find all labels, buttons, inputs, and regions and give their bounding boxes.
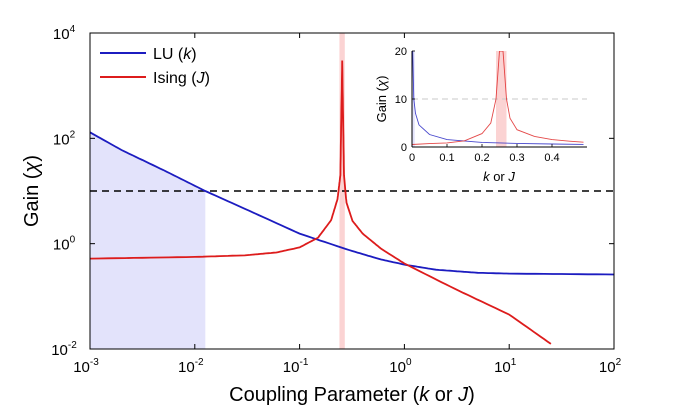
inset-x-tick-label: 0.4	[544, 152, 559, 164]
main-plot-frame	[89, 32, 615, 350]
x-tick-label: 100	[389, 357, 412, 376]
lu-shaded-region	[90, 132, 206, 349]
inset-x-tick-label: 0.3	[509, 152, 524, 164]
x-tick-label: 102	[599, 357, 622, 376]
inset-x-tick-label: 0.1	[439, 152, 454, 164]
main-x-axis-title: Coupling Parameter (k or J)	[229, 384, 475, 406]
legend-label-ising: Ising (J)	[153, 70, 210, 87]
y-tick-label: 100	[53, 235, 76, 254]
inset-x-tick-label: 0	[409, 152, 415, 164]
series-line-ising-j	[90, 60, 552, 345]
legend: LU (k) Ising (J)	[100, 46, 210, 87]
inset-ising-critical-band	[496, 51, 507, 147]
inset-y-axis-title: Gain (χ)	[374, 76, 389, 123]
inset-y-tick-label: 0	[401, 142, 407, 154]
inset-series-line-lu	[412, 51, 584, 145]
inset-y-tick-label: 20	[395, 46, 407, 58]
x-tick-label: 10-3	[73, 357, 99, 376]
y-tick-label: 10-2	[51, 340, 77, 359]
x-tick-label: 10-1	[283, 357, 309, 376]
legend-label-lu: LU (k)	[153, 46, 197, 63]
inset-series-line-ising	[412, 51, 584, 145]
inset-plot: 0 0.1 0.2 0.3 0.4 0 10 20 k or J Gain (χ)	[374, 46, 587, 184]
y-tick-label: 102	[53, 129, 76, 148]
main-y-axis-title: Gain (χ)	[21, 155, 43, 227]
x-tick-label: 101	[494, 357, 517, 376]
series-line-lu-k	[90, 131, 614, 276]
inset-x-tick-label: 0.2	[474, 152, 489, 164]
inset-y-tick-label: 10	[395, 94, 407, 106]
x-tick-label: 10-2	[178, 357, 204, 376]
inset-x-axis-title: k or J	[483, 169, 515, 184]
y-tick-label: 104	[53, 24, 76, 43]
